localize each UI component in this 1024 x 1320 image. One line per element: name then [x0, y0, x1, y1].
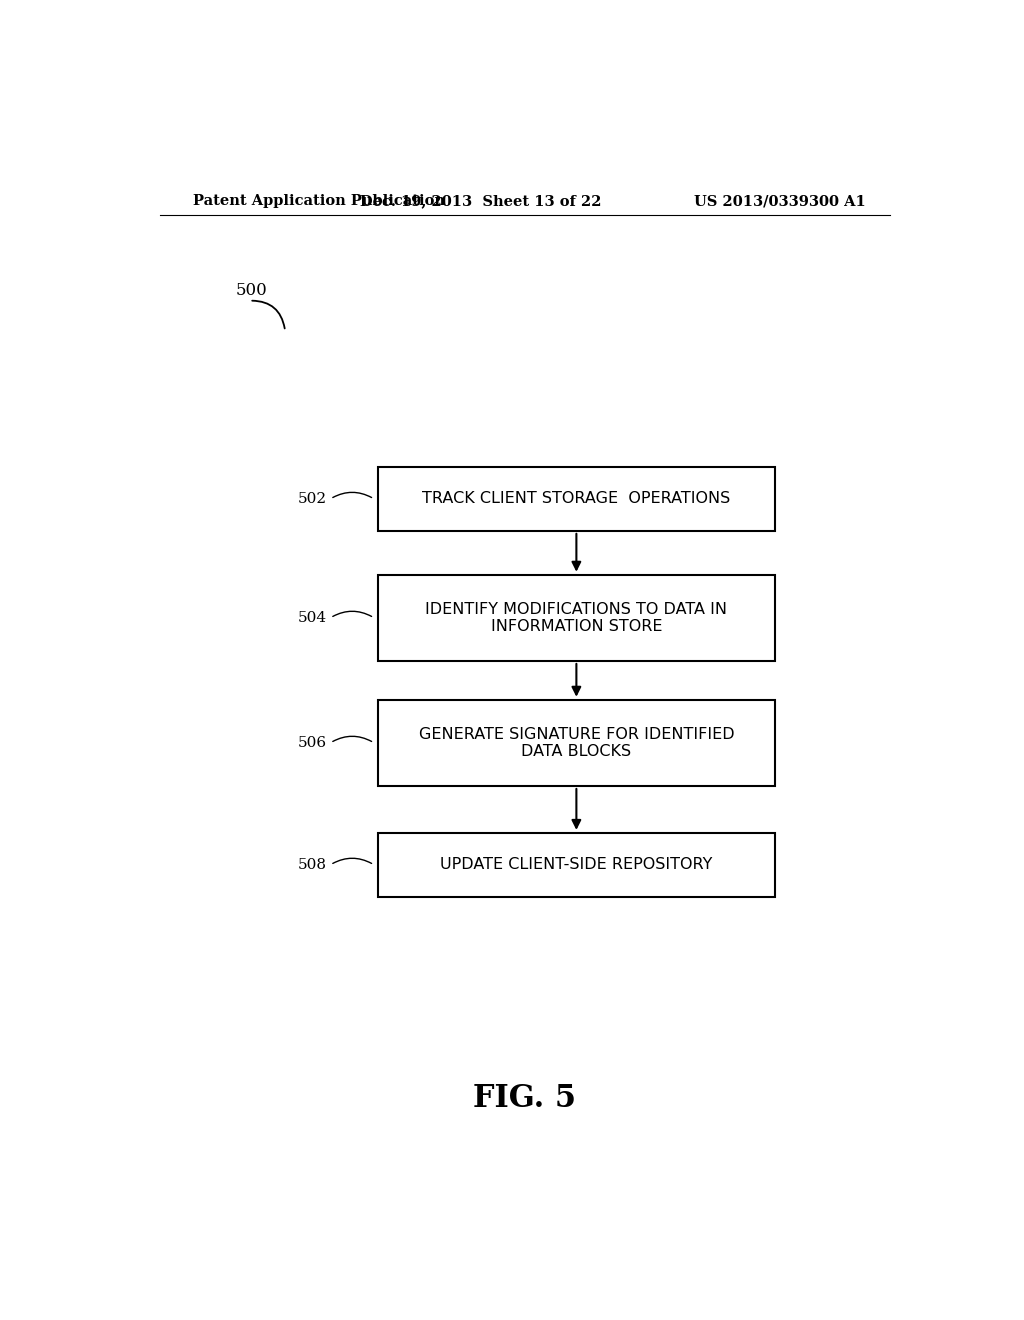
Bar: [378, 467, 775, 531]
Text: TRACK CLIENT STORAGE  OPERATIONS: TRACK CLIENT STORAGE OPERATIONS: [422, 491, 730, 507]
Text: 508: 508: [297, 858, 327, 871]
Bar: [378, 574, 775, 661]
Text: 500: 500: [236, 281, 267, 298]
Text: 506: 506: [297, 735, 327, 750]
Text: US 2013/0339300 A1: US 2013/0339300 A1: [694, 194, 866, 209]
Text: UPDATE CLIENT-SIDE REPOSITORY: UPDATE CLIENT-SIDE REPOSITORY: [440, 857, 713, 873]
Text: 504: 504: [297, 611, 327, 624]
Text: FIG. 5: FIG. 5: [473, 1084, 577, 1114]
Bar: [378, 833, 775, 896]
Text: Patent Application Publication: Patent Application Publication: [194, 194, 445, 209]
Text: Dec. 19, 2013  Sheet 13 of 22: Dec. 19, 2013 Sheet 13 of 22: [360, 194, 602, 209]
Bar: [378, 700, 775, 785]
Text: 502: 502: [297, 492, 327, 506]
Text: GENERATE SIGNATURE FOR IDENTIFIED
DATA BLOCKS: GENERATE SIGNATURE FOR IDENTIFIED DATA B…: [419, 726, 734, 759]
Text: IDENTIFY MODIFICATIONS TO DATA IN
INFORMATION STORE: IDENTIFY MODIFICATIONS TO DATA IN INFORM…: [425, 602, 727, 634]
